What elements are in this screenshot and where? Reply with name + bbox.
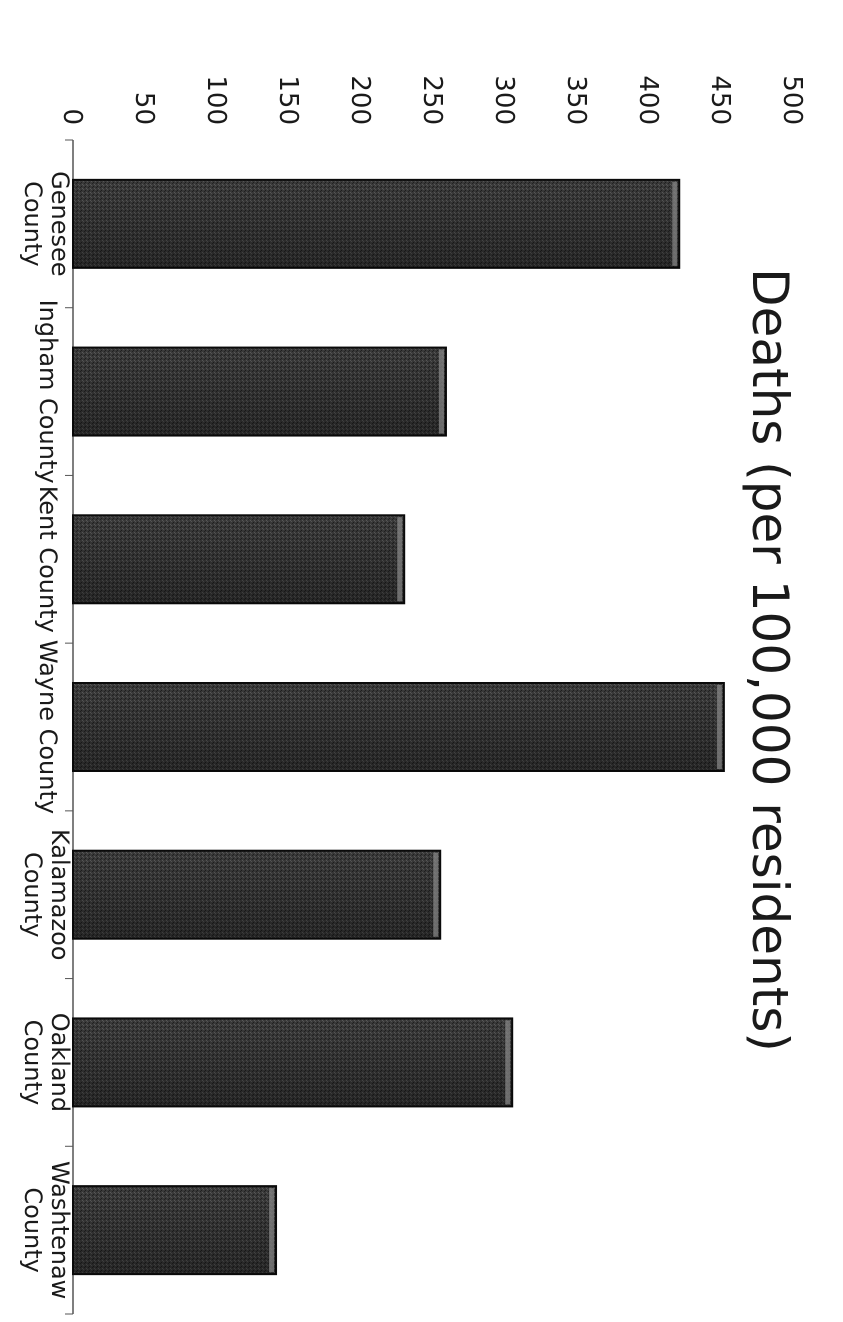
y-tick-label: 300 (489, 75, 519, 125)
x-category-label: Washtenaw (46, 1161, 74, 1299)
bar-shade (72, 1186, 277, 1275)
bar-top-highlight (433, 852, 439, 937)
x-category-label: County (19, 1187, 47, 1272)
y-tick-label: 350 (561, 75, 591, 125)
y-tick-labels: 0 50 100 150 200 250 300 350 400 450 500 (57, 75, 807, 125)
bar-top-highlight (672, 181, 678, 266)
bar-group (71, 1185, 278, 1276)
bar-shade (73, 1018, 513, 1107)
bar-group (71, 682, 725, 772)
y-tick-label: 500 (777, 75, 807, 125)
axis-layer (65, 139, 74, 1315)
y-tick-label: 150 (273, 75, 303, 125)
x-category-label: Kalamazoo (46, 829, 74, 960)
bar-top-highlight (716, 685, 722, 769)
y-tick-label: 0 (57, 108, 87, 125)
x-category-label: County (19, 181, 47, 266)
x-category-label: Ingham County (34, 300, 62, 484)
chart-title: Deaths (per 100,000 residents) (741, 268, 799, 1052)
bar-shade (72, 683, 724, 771)
bar-group (72, 178, 681, 269)
x-category-label: Oakland (46, 1013, 74, 1112)
bar-shade (73, 515, 405, 604)
bar-group (72, 1017, 514, 1108)
x-category-label: Kent County (34, 486, 62, 633)
bar-group (72, 346, 447, 437)
y-tick-label: 50 (129, 92, 159, 125)
bars-layer (71, 178, 725, 1276)
y-tick-label: 400 (633, 75, 663, 125)
bar-top-highlight (438, 349, 444, 434)
bar-group (72, 849, 442, 940)
x-category-label: County (19, 1020, 47, 1105)
bar-top-highlight (505, 1020, 511, 1105)
bar-shade (73, 850, 441, 939)
x-category-label: Genesee (46, 171, 74, 276)
bar-top-highlight (397, 517, 403, 602)
bar-group (72, 514, 406, 605)
y-tick-label: 100 (201, 75, 231, 125)
bar-top-highlight (269, 1188, 275, 1273)
y-tick-label: 450 (705, 75, 735, 125)
plot-group: Deaths (per 100,000 residents) 0 50 100 150… (19, 75, 807, 1315)
y-tick-label: 250 (417, 75, 447, 125)
x-category-label: County (19, 852, 47, 937)
bar-shade (73, 347, 446, 436)
y-tick-label: 200 (345, 75, 375, 125)
x-category-label: Wayne County (34, 640, 62, 814)
bar-shade (73, 179, 680, 268)
